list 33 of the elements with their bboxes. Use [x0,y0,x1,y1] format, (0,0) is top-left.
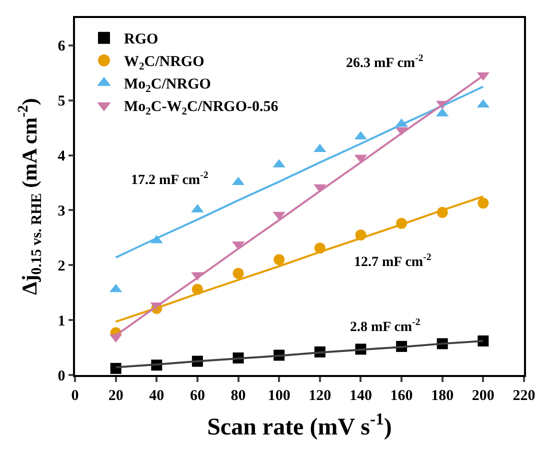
x-tick-label: 120 [308,388,332,404]
legend-label: W$_{2}$C/NRGO [124,54,204,72]
x-tick-label: 180 [431,388,454,404]
x-tick-label: 200 [472,388,494,404]
y-tick-label: 5 [58,94,66,110]
y-tick-label: 6 [58,38,66,55]
x-axis-title: Scan rate (mV s$^{-1}$) [207,409,392,441]
x-tick-label: 0 [71,388,79,404]
x-tick-label: 80 [230,388,246,404]
x-tick-label: 20 [108,388,124,404]
point [478,198,489,209]
y-tick-label: 2 [58,258,66,274]
x-tick-label: 140 [349,388,372,404]
point [478,335,489,346]
x-tick-label: 60 [190,388,205,404]
annotation: 12.7 mF cm$^{-2}$ [354,252,432,270]
y-tick-label: 1 [58,313,66,330]
x-tick-label: 100 [268,388,290,404]
point [110,362,122,374]
y-tick-label: 4 [58,148,66,165]
annotation: 2.8 mF cm$^{-2}$ [350,317,420,335]
point [232,268,244,279]
y-tick-label: 0 [58,368,66,384]
legend-label: Mo$_{2}$C-W$_{2}$C/NRGO-0.56 [124,99,279,118]
y-tick-label: 3 [58,203,66,220]
x-tick-label: 40 [149,388,164,404]
x-tick-label: 160 [390,388,413,404]
legend-label: Mo$_{2}$C/NRGO [124,76,211,95]
legend-label: RGO [124,32,158,48]
annotation: 17.2 mF cm$^{-2}$ [131,170,208,188]
annotation: 26.3 mF cm$^{-2}$ [346,53,424,71]
x-tick-label: 220 [512,388,536,404]
point [274,254,285,266]
